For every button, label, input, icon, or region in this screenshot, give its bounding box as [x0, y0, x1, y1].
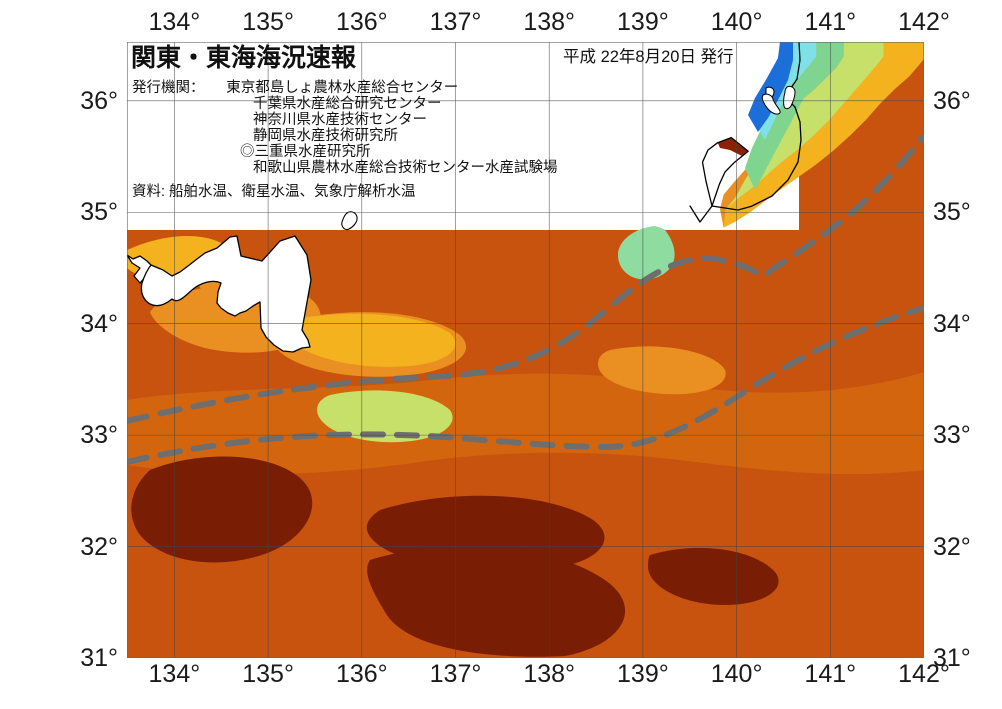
svg-text:33°: 33° — [933, 421, 971, 449]
svg-text:141°: 141° — [804, 8, 856, 36]
svg-text:139°: 139° — [617, 660, 669, 688]
svg-text:31°: 31° — [933, 644, 971, 672]
svg-text:135°: 135° — [242, 8, 294, 36]
svg-text:34°: 34° — [933, 310, 971, 338]
svg-text:36°: 36° — [80, 87, 118, 115]
svg-text:32°: 32° — [933, 533, 971, 561]
svg-text:134°: 134° — [149, 660, 201, 688]
svg-text:136°: 136° — [336, 8, 388, 36]
svg-text:平成 22年8月20日 発行: 平成 22年8月20日 発行 — [563, 47, 734, 66]
svg-text:静岡県水産技術研究所: 静岡県水産技術研究所 — [253, 127, 398, 144]
svg-text:137°: 137° — [430, 660, 482, 688]
svg-text:134°: 134° — [149, 8, 201, 36]
svg-text:142°: 142° — [898, 8, 950, 36]
svg-text:135°: 135° — [242, 660, 294, 688]
svg-text:137°: 137° — [430, 8, 482, 36]
svg-text:資料: 船舶水温、衛星水温、気象庁解析水温: 資料: 船舶水温、衛星水温、気象庁解析水温 — [132, 183, 416, 200]
svg-text:千葉県水産総合研究センター: 千葉県水産総合研究センター — [253, 95, 442, 112]
svg-text:関東・東海海況速報: 関東・東海海況速報 — [131, 43, 357, 72]
svg-text:36°: 36° — [933, 87, 971, 115]
svg-text:138°: 138° — [523, 8, 575, 36]
svg-text:◎三重県水産研究所: ◎三重県水産研究所 — [240, 143, 371, 160]
svg-text:136°: 136° — [336, 660, 388, 688]
svg-text:141°: 141° — [804, 660, 856, 688]
svg-text:138°: 138° — [523, 660, 575, 688]
svg-text:発行機関： 東京都島しょ農林水産総合センター: 発行機関： 東京都島しょ農林水産総合センター — [132, 79, 458, 96]
svg-text:和歌山県農林水産総合技術センター水産試験場: 和歌山県農林水産総合技術センター水産試験場 — [253, 159, 558, 176]
svg-text:140°: 140° — [711, 660, 763, 688]
svg-text:139°: 139° — [617, 8, 669, 36]
svg-text:33°: 33° — [80, 421, 118, 449]
svg-text:32°: 32° — [80, 533, 118, 561]
svg-text:31°: 31° — [80, 644, 118, 672]
svg-text:神奈川県水産技術センター: 神奈川県水産技術センター — [253, 111, 427, 128]
svg-text:140°: 140° — [711, 8, 763, 36]
svg-text:35°: 35° — [80, 198, 118, 226]
svg-text:34°: 34° — [80, 310, 118, 338]
svg-text:35°: 35° — [933, 198, 971, 226]
